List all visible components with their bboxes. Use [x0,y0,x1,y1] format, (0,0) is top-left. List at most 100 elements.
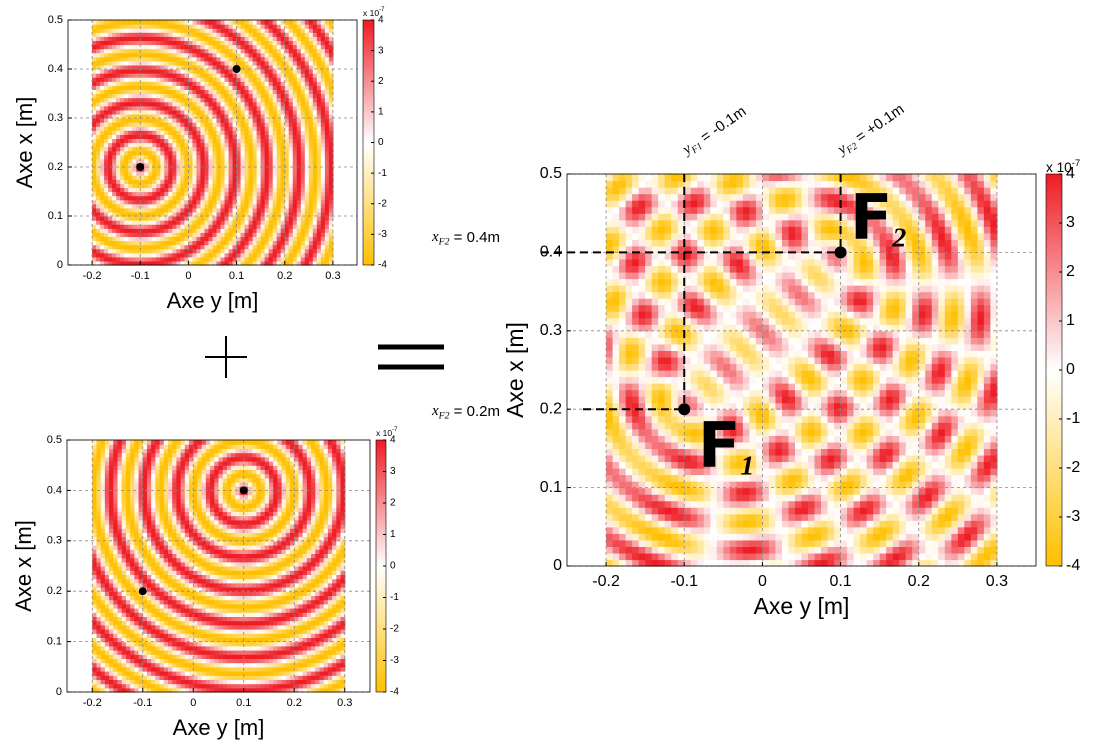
heatmap-cell [320,240,326,246]
heatmap-cell [117,641,123,647]
heatmap-cell [212,154,218,160]
heatmap-cell [220,89,226,95]
heatmap-cell [108,93,113,99]
heatmap-cell [272,179,278,184]
heatmap-cell [148,32,153,37]
heatmap-cell [100,612,106,617]
heatmap-cell [130,645,135,651]
heatmap-cell [151,498,156,504]
heatmap-cell [212,260,218,266]
heatmap-cell [264,109,270,115]
heatmap-cell [128,260,133,266]
heatmap-cell [224,24,230,29]
heatmap-cell [151,519,156,525]
heatmap-cell [316,101,322,107]
heatmap-cell [140,69,145,74]
heatmap-cell [160,105,165,111]
heatmap-cell [280,183,286,189]
heatmap-cell [117,452,123,458]
heatmap-cell [184,236,190,242]
heatmap-cell [300,126,306,131]
heatmap-cell [264,28,270,33]
heatmap-cell [116,122,121,127]
heatmap-cell [180,154,186,160]
heatmap-cell [180,93,186,99]
heatmap-cell [163,477,169,483]
heatmap-cell [204,183,210,189]
heatmap-cell [163,490,169,496]
heatmap-cell [125,528,131,533]
heatmap-cell [320,24,326,29]
heatmap-cell [300,146,306,152]
heatmap-cell [232,191,238,197]
heatmap-cell [113,603,119,609]
heatmap-cell [159,545,165,550]
heatmap-cell [116,77,121,82]
heatmap-cell [146,591,152,596]
heatmap-cell [117,566,123,571]
heatmap-cell [112,220,117,225]
heatmap-cell [96,171,101,176]
heatmap-cell [100,561,106,567]
heatmap-cell [292,256,298,262]
heatmap-cell [116,256,121,262]
heatmap-cell [100,101,105,107]
heatmap-cell [168,89,173,95]
heatmap-cell [280,40,286,46]
heatmap-cell [142,545,148,550]
heatmap-cell [168,73,173,78]
heatmap-cell [264,40,270,46]
heatmap-cell [120,207,125,213]
heatmap-cell [276,248,282,254]
heatmap-cell [168,570,173,575]
heatmap-cell [304,101,310,107]
heatmap-cell [312,134,318,140]
heatmap-cell [328,101,334,107]
heatmap-cell [155,561,161,567]
heatmap-cell [240,220,246,225]
heatmap-cell [109,633,114,638]
heatmap-cell [212,150,218,156]
heatmap-cell [172,515,178,521]
heatmap-cell [124,109,129,115]
heatmap-cell [140,244,145,250]
heatmap-cell [216,130,222,135]
heatmap-cell [168,236,173,242]
heatmap-cell [117,444,123,449]
heatmap-cell [104,32,109,37]
heatmap-cell [128,85,133,91]
heatmap-cell [124,162,129,168]
heatmap-cell [316,240,322,246]
heatmap-cell [296,146,302,152]
heatmap-cell [280,32,286,37]
heatmap-cell [104,540,110,546]
heatmap-cell [188,36,194,42]
heatmap-cell [148,224,153,229]
heatmap-cell [204,154,210,160]
heatmap-cell [172,207,177,213]
heatmap-cell [240,244,246,250]
heatmap-cell [130,561,135,567]
heatmap-cell [134,620,140,626]
heatmap-cell [316,175,322,180]
heatmap-cell [120,211,125,217]
heatmap-cell [142,574,148,580]
heatmap-cell [125,587,131,592]
heatmap-cell [308,85,314,91]
heatmap-cell [108,113,113,119]
heatmap-cell [125,654,131,659]
heatmap-cell [152,162,157,168]
heatmap-cell [324,244,330,250]
heatmap-cell [232,195,238,201]
heatmap-cell [176,158,181,164]
heatmap-cell [248,195,254,201]
heatmap-cell [104,154,109,160]
heatmap-cell [184,126,190,131]
heatmap-cell [112,40,117,46]
heatmap-cell [116,146,121,152]
heatmap-cell [292,232,298,238]
heatmap-cell [172,498,178,504]
heatmap-cell [155,486,161,491]
heatmap-cell [92,637,98,643]
